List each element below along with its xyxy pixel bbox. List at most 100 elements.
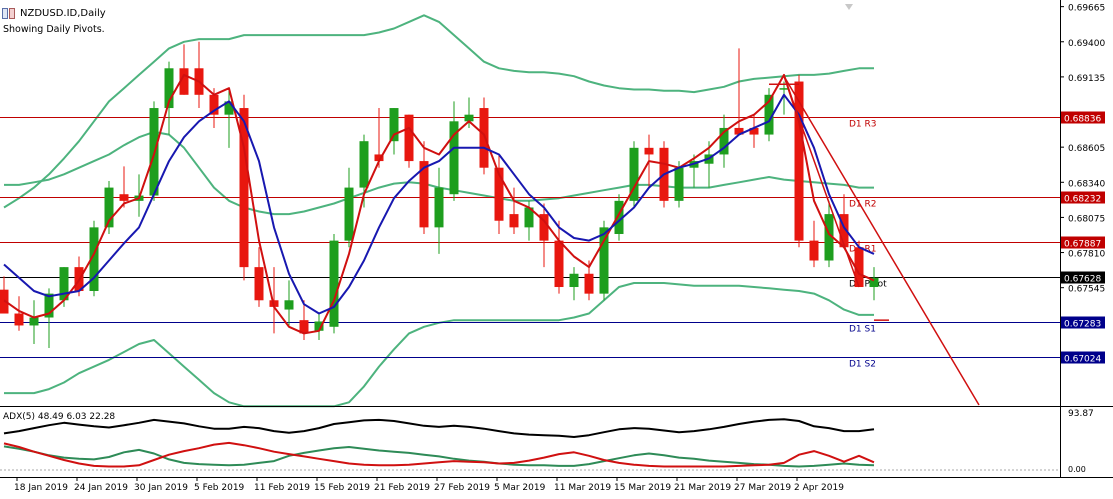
bear-candle bbox=[794, 81, 804, 241]
slow-ma-line bbox=[3, 93, 875, 315]
bear-candle bbox=[374, 154, 384, 162]
price-tag-box bbox=[1061, 111, 1105, 124]
bear-candle bbox=[299, 320, 309, 334]
price-axis-label: 0.69665 bbox=[1068, 4, 1105, 14]
time-axis-label: 5 Mar 2019 bbox=[494, 483, 546, 493]
time-axis-label: 2 Apr 2019 bbox=[794, 483, 844, 493]
price-tag: 0.67024 bbox=[1064, 355, 1101, 365]
bull-candle bbox=[764, 94, 774, 135]
bear-candle bbox=[584, 273, 594, 294]
price-tag-box bbox=[1061, 271, 1105, 284]
price-axis-label: 0.69400 bbox=[1068, 39, 1105, 49]
price-axis-label: 0.68340 bbox=[1068, 179, 1105, 189]
bull-candle bbox=[449, 121, 459, 195]
bull-candle bbox=[614, 200, 624, 234]
bear-candle bbox=[254, 267, 264, 301]
pivot-label: D1 R2 bbox=[849, 200, 877, 210]
bear-candle bbox=[404, 114, 414, 162]
bull-candle bbox=[59, 267, 69, 301]
price-tag: 0.67628 bbox=[1064, 275, 1101, 285]
minus-di-line bbox=[3, 441, 875, 468]
adx-min-label: 0.00 bbox=[1068, 465, 1086, 474]
price-tag-box bbox=[1061, 351, 1105, 364]
price-axis-label: 0.67545 bbox=[1068, 285, 1105, 295]
bear-candle bbox=[749, 127, 759, 135]
bull-candle bbox=[629, 147, 639, 201]
time-axis-label: 15 Feb 2019 bbox=[314, 483, 370, 493]
pivot-label: D1 S1 bbox=[849, 325, 876, 335]
time-axis-label: 11 Mar 2019 bbox=[554, 483, 611, 493]
bear-candle bbox=[179, 68, 189, 95]
trend-line bbox=[783, 75, 860, 288]
bull-candle bbox=[44, 293, 54, 318]
bull-candle bbox=[719, 127, 729, 155]
bull-candle bbox=[434, 187, 444, 228]
price-tag-box bbox=[1061, 316, 1105, 329]
bull-candle bbox=[89, 227, 99, 291]
bull-candle bbox=[779, 88, 789, 90]
pivot-label: D1 Pivot bbox=[849, 280, 887, 290]
bull-candle bbox=[569, 273, 579, 288]
bull-candle bbox=[599, 227, 609, 294]
bull-candle bbox=[869, 277, 879, 288]
bull-candle bbox=[674, 167, 684, 201]
time-axis-label: 11 Feb 2019 bbox=[254, 483, 310, 493]
bull-candle bbox=[164, 68, 174, 109]
time-axis-label: 27 Feb 2019 bbox=[434, 483, 490, 493]
bull-candle bbox=[524, 207, 534, 228]
bull-candle bbox=[344, 187, 354, 241]
bull-candle bbox=[359, 141, 369, 188]
price-tag: 0.68232 bbox=[1064, 195, 1101, 205]
symbol-menu-icon[interactable] bbox=[2, 7, 16, 19]
time-axis-label: 24 Jan 2019 bbox=[74, 483, 128, 493]
bear-candle bbox=[539, 214, 549, 241]
adx-line bbox=[3, 418, 875, 438]
adx-max-label: 93.87 bbox=[1068, 409, 1094, 419]
pivots-status: Showing Daily Pivots. bbox=[3, 24, 105, 35]
bull-candle bbox=[284, 300, 294, 310]
bear-candle bbox=[479, 108, 489, 168]
bull-candle bbox=[29, 317, 39, 326]
bull-candle bbox=[224, 101, 234, 115]
pivot-label: D1 R3 bbox=[849, 120, 877, 130]
time-axis-label: 30 Jan 2019 bbox=[134, 483, 188, 493]
bear-candle bbox=[14, 313, 24, 326]
bull-candle bbox=[314, 321, 324, 331]
bear-candle bbox=[734, 127, 744, 135]
bull-candle bbox=[824, 214, 834, 261]
time-axis-label: 15 Mar 2019 bbox=[614, 483, 671, 493]
fast-ma-line bbox=[3, 73, 875, 335]
price-tag: 0.67887 bbox=[1064, 240, 1101, 250]
adx-label: ADX(5) 48.49 6.03 22.28 bbox=[3, 412, 115, 422]
bull-candle bbox=[389, 108, 399, 142]
price-axis-label: 0.68605 bbox=[1068, 144, 1105, 154]
price-axis-label: 0.67810 bbox=[1068, 250, 1105, 260]
bear-candle bbox=[419, 161, 429, 228]
time-axis-label: 27 Mar 2019 bbox=[734, 483, 791, 493]
pivot-label: D1 S2 bbox=[849, 360, 876, 370]
bear-candle bbox=[854, 247, 864, 288]
price-tag-box bbox=[1061, 236, 1105, 249]
bear-candle bbox=[509, 214, 519, 228]
plus-di-line bbox=[3, 445, 875, 468]
bear-candle bbox=[209, 94, 219, 115]
bear-candle bbox=[119, 194, 129, 201]
bear-candle bbox=[554, 240, 564, 288]
time-axis-label: 21 Feb 2019 bbox=[374, 483, 430, 493]
bollinger-upper-line bbox=[3, 14, 874, 209]
bear-candle bbox=[494, 167, 504, 221]
bear-candle bbox=[644, 147, 654, 155]
time-axis-label: 5 Feb 2019 bbox=[194, 483, 245, 493]
price-tag: 0.67283 bbox=[1064, 320, 1101, 330]
price-tag: 0.68836 bbox=[1064, 115, 1101, 125]
bull-candle bbox=[464, 114, 474, 122]
time-axis-label: 18 Jan 2019 bbox=[14, 483, 68, 493]
bear-candle bbox=[839, 214, 849, 248]
symbol-title: NZDUSD.ID,Daily bbox=[20, 7, 106, 19]
trend-line bbox=[783, 75, 980, 406]
price-axis-label: 0.69135 bbox=[1068, 74, 1105, 84]
bull-candle bbox=[329, 240, 339, 327]
chart-header: NZDUSD.ID,Daily bbox=[2, 6, 106, 20]
